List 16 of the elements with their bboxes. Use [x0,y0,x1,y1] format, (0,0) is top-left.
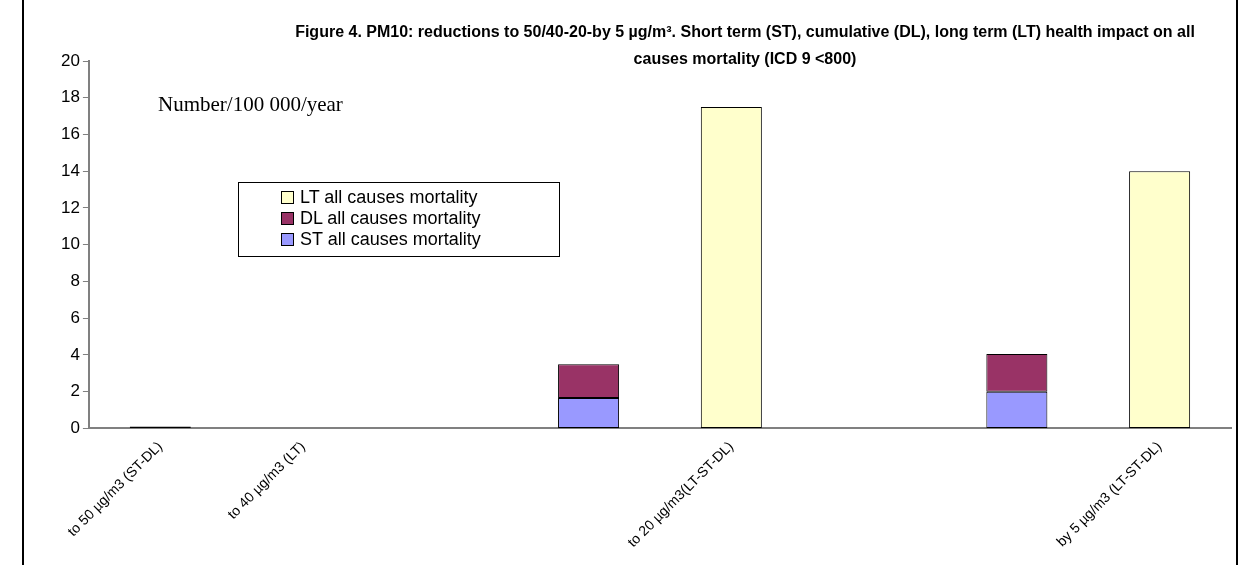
y-axis-title: Number/100 000/year [158,92,343,117]
legend-label: LT all causes mortality [300,187,478,208]
y-tick-label: 20 [60,50,80,70]
legend-label: DL all causes mortality [300,208,481,229]
y-tick-label: 4 [70,344,80,364]
y-tick-label: 18 [60,87,80,107]
y-tick-label: 12 [60,197,80,217]
y-tick-label: 8 [70,271,80,291]
y-tick-label: 14 [60,160,80,180]
y-tick-label: 6 [70,307,80,327]
chart-title: Figure 4. PM10: reductions to 50/40-20-by 5 µg/m³. Short term (ST), cumulative (DL), long term (LT) health impact on all causes mortality (ICD 9 <800) [294,22,1196,69]
y-tick-label: 2 [70,381,80,401]
y-tick-label: 10 [60,234,80,254]
legend-label: ST all causes mortality [300,229,481,250]
y-tick-label: 16 [60,124,80,144]
y-tick-label: 0 [70,418,80,438]
